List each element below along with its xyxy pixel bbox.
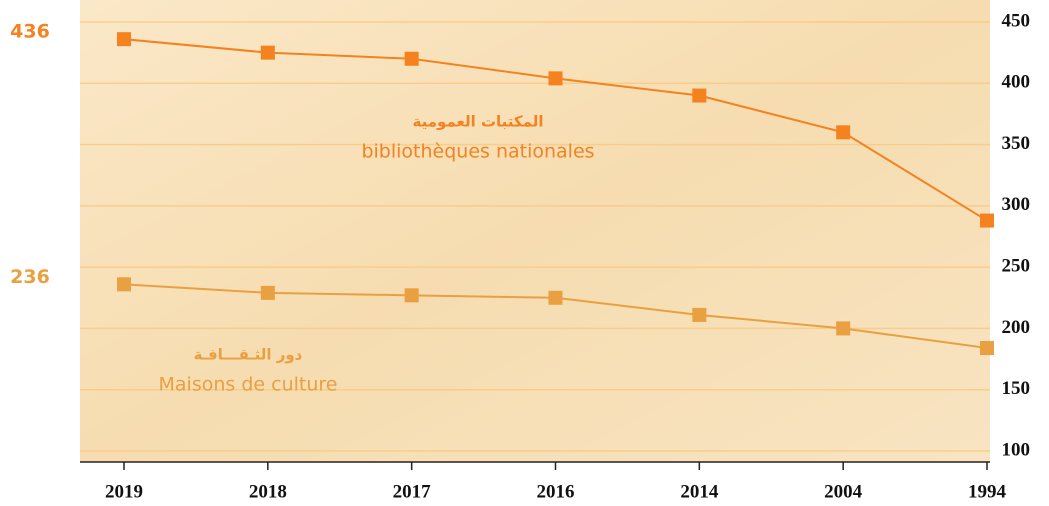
point-marker xyxy=(117,277,131,292)
x-tick-label: 2016 xyxy=(537,481,575,502)
point-marker xyxy=(548,71,563,86)
point-marker xyxy=(260,285,275,300)
x-tick-label: 2004 xyxy=(824,481,863,502)
point-marker xyxy=(548,290,563,305)
point-marker xyxy=(980,213,994,228)
point-marker xyxy=(692,307,707,322)
y-tick-label: 400 xyxy=(1002,72,1031,93)
x-tick-label: 2018 xyxy=(249,481,287,502)
x-tick-label: 2017 xyxy=(393,481,432,502)
point-marker xyxy=(117,32,131,47)
point-marker xyxy=(260,45,275,60)
series-name-ar: دور الثـقـــافـة xyxy=(194,346,303,364)
x-tick-label: 2019 xyxy=(105,481,143,502)
series-name: bibliothèques nationales xyxy=(361,141,594,163)
y-tick-label: 350 xyxy=(1002,133,1031,154)
plot-background xyxy=(80,0,990,462)
x-tick-label: 2014 xyxy=(680,481,719,502)
point-marker xyxy=(836,321,851,336)
y-tick-label: 200 xyxy=(1002,317,1031,338)
y-tick-label: 150 xyxy=(1002,378,1031,399)
y-tick-label: 250 xyxy=(1002,256,1031,277)
x-tick-label: 1994 xyxy=(968,481,1007,502)
point-marker xyxy=(404,51,419,66)
y-tick-label: 450 xyxy=(1002,10,1031,31)
y-tick-label: 300 xyxy=(1002,194,1031,215)
point-marker xyxy=(692,88,707,103)
point-marker xyxy=(836,125,851,140)
series-name: Maisons de culture xyxy=(159,374,338,396)
value-label: 236 xyxy=(10,266,50,288)
point-marker xyxy=(404,288,419,303)
y-tick-label: 100 xyxy=(1002,439,1031,460)
point-marker xyxy=(980,341,994,356)
series-name-ar: المكتبات العمومية xyxy=(413,113,544,131)
value-label: 436 xyxy=(10,21,50,43)
